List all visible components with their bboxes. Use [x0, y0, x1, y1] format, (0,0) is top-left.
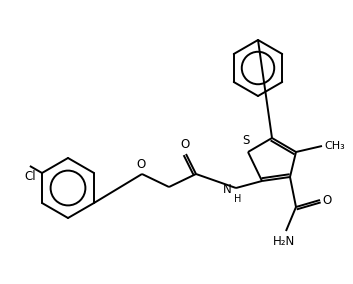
Text: H: H — [234, 194, 242, 204]
Text: S: S — [242, 134, 250, 147]
Text: N: N — [223, 183, 232, 195]
Text: O: O — [322, 193, 331, 206]
Text: O: O — [136, 158, 146, 171]
Text: Cl: Cl — [24, 170, 36, 183]
Text: CH₃: CH₃ — [324, 141, 345, 151]
Text: O: O — [180, 138, 190, 151]
Text: H₂N: H₂N — [273, 235, 295, 248]
